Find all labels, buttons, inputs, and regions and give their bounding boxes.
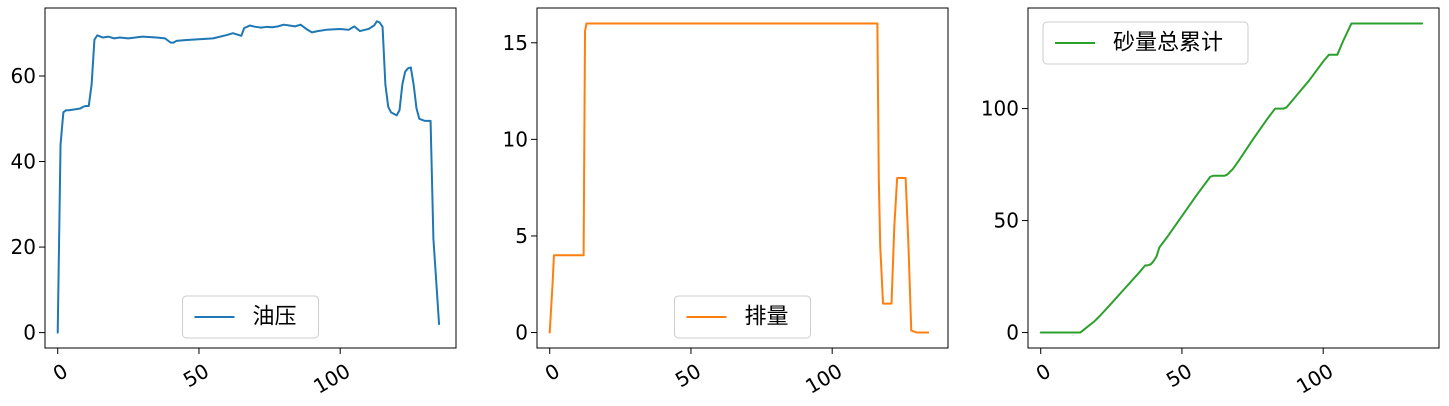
y-tick-label: 60 [11, 64, 36, 88]
series-line-0 [1039, 22, 1424, 334]
x-tick-label: 50 [671, 359, 705, 393]
y-tick-label: 50 [994, 209, 1019, 233]
legend-label: 砂量总累计 [1113, 31, 1223, 56]
y-tick-label: 15 [503, 31, 528, 55]
y-tick-label: 0 [1006, 321, 1019, 345]
y-tick-label: 0 [23, 321, 36, 345]
y-axis: 0 5 10 15 [503, 31, 537, 345]
y-tick-label: 5 [515, 224, 528, 248]
y-tick-label: 20 [11, 235, 36, 259]
x-axis: 0 50 100 [1032, 348, 1337, 399]
plot-area [1039, 22, 1424, 334]
series-line-0 [548, 22, 930, 334]
legend-box [1042, 21, 1249, 65]
axes-frame [44, 7, 457, 349]
y-tick-label: 40 [11, 150, 36, 174]
x-tick-label: 100 [1292, 359, 1337, 399]
chart-panel-cumulative-sand: 0 50 100 0 50 100 砂量总累计 [981, 7, 1440, 399]
x-tick-label: 50 [179, 359, 213, 393]
y-tick-label: 0 [515, 321, 528, 345]
x-tick-label: 0 [1032, 359, 1055, 386]
legend-box [182, 295, 319, 339]
axes-frame [536, 7, 949, 349]
legend-label: 排量 [745, 305, 789, 330]
y-axis: 0 50 100 [981, 97, 1028, 345]
axes-frame [1027, 7, 1440, 349]
chart-panel-displacement: 0 50 100 0 5 10 15 排量 [503, 7, 949, 399]
legend: 砂量总累计 [1042, 21, 1249, 65]
legend: 油压 [182, 295, 319, 339]
x-tick-label: 0 [541, 359, 564, 386]
y-tick-label: 10 [503, 127, 528, 151]
x-tick-label: 50 [1162, 359, 1196, 393]
legend-label: 油压 [253, 305, 297, 330]
x-tick-label: 100 [309, 359, 354, 399]
y-tick-label: 100 [981, 97, 1019, 121]
legend: 排量 [674, 295, 811, 339]
x-tick-label: 0 [49, 359, 72, 386]
legend-box [674, 295, 811, 339]
series-line-0 [56, 20, 441, 334]
y-axis: 0 20 40 60 [11, 64, 45, 345]
chart-panel-oil-pressure: 0 50 100 0 20 40 60 油压 [11, 7, 457, 399]
plot-area [548, 22, 930, 334]
x-axis: 0 50 100 [49, 348, 354, 399]
x-axis: 0 50 100 [541, 348, 846, 399]
plot-area [56, 20, 441, 334]
x-tick-label: 100 [801, 359, 846, 399]
